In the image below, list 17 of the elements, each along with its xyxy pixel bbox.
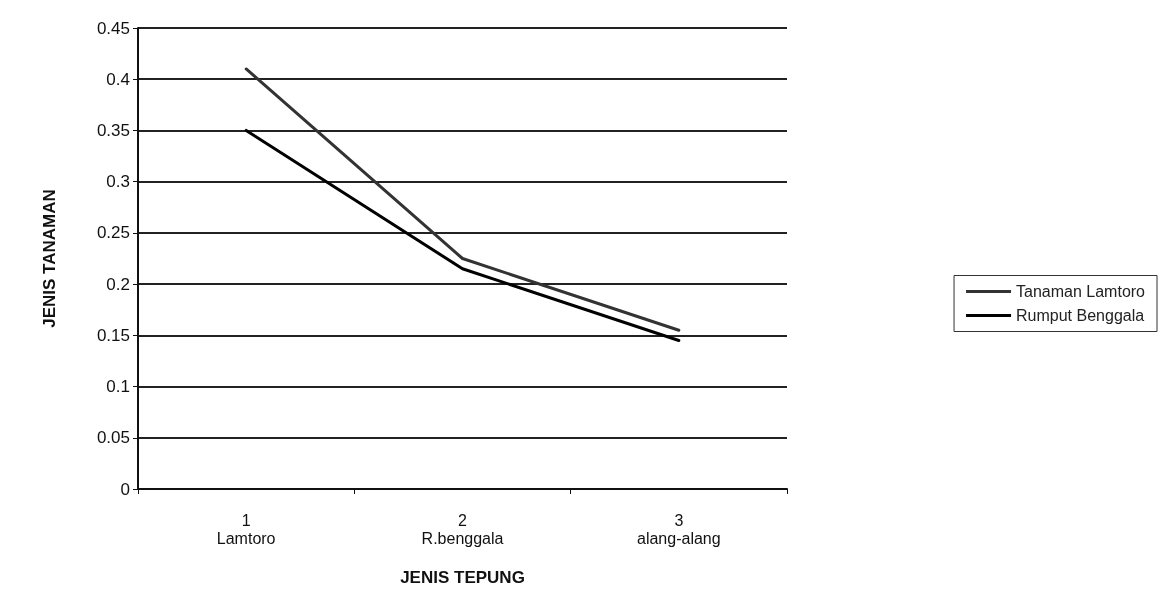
x-tick-label: 3 alang-alang xyxy=(637,511,721,547)
y-tick-label: 0.1 xyxy=(106,377,130,397)
x-tick-label: 1 Lamtoro xyxy=(216,511,276,547)
y-tick-label: 0.2 xyxy=(106,274,130,294)
y-tick-label: 0.15 xyxy=(96,325,130,345)
y-tick-label: 0.35 xyxy=(96,120,130,140)
y-tick-label: 0.45 xyxy=(96,18,130,38)
y-axis-title: JENIS TANAMAN xyxy=(40,189,59,328)
y-tick-label: 0.05 xyxy=(96,428,130,448)
y-tick-label: 0 xyxy=(120,479,130,499)
y-tick-label: 0.3 xyxy=(106,172,130,192)
x-tick-label: 2 R.benggala xyxy=(421,511,504,547)
y-tick-label: 0.4 xyxy=(106,69,130,89)
y-tick-label: 0.25 xyxy=(96,223,130,243)
legend-label: Rumput Benggala xyxy=(1016,307,1145,324)
legend-label: Tanaman Lamtoro xyxy=(1016,283,1146,300)
x-axis-title: JENIS TEPUNG xyxy=(400,568,525,587)
